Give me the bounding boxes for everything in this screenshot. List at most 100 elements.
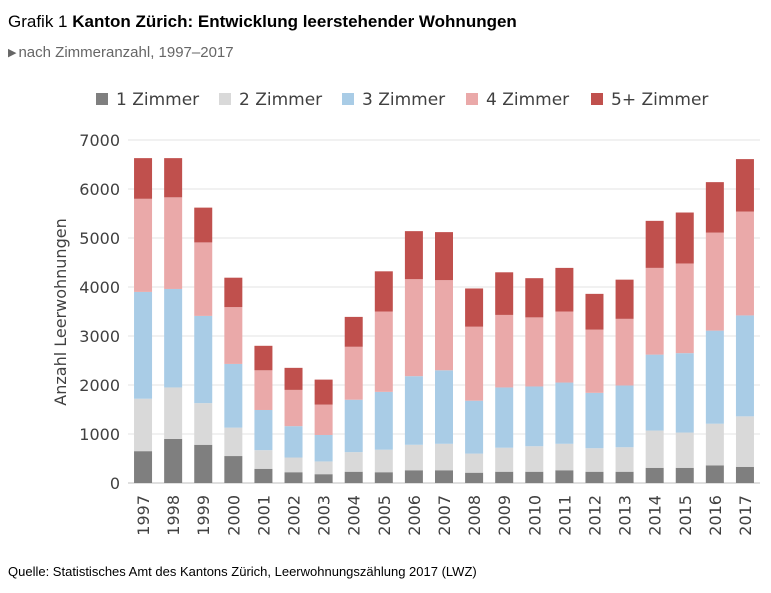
- bar-segment: [164, 288, 183, 388]
- bar-segment: [374, 311, 393, 392]
- bar-segment: [585, 329, 604, 393]
- bar-segment: [284, 426, 303, 458]
- bar-segment: [555, 382, 574, 444]
- bar-segment: [404, 444, 423, 471]
- bar-segment: [465, 288, 484, 327]
- bar-segment: [585, 471, 604, 483]
- bar-segment: [735, 416, 754, 467]
- bar-segment: [194, 403, 213, 445]
- legend: 1 Zimmer 2 Zimmer 3 Zimmer 4 Zimmer 5+ Zimme…: [96, 90, 708, 110]
- chart-subtitle: ▶ nach Zimmeranzahl, 1997–2017: [8, 44, 234, 61]
- bar-segment: [675, 432, 694, 468]
- bar-segment: [435, 370, 453, 444]
- chart-title: Grafik 1 Kanton Zürich: Entwicklung leer…: [8, 12, 517, 32]
- legend-label: 4 Zimmer: [486, 90, 569, 110]
- subtitle-text: nach Zimmeranzahl, 1997–2017: [18, 44, 234, 61]
- bar-segment: [465, 472, 484, 483]
- bar-segment: [194, 444, 213, 483]
- y-axis-ticks: 0 1000 2000 3000 4000 5000 6000 7000: [79, 131, 120, 493]
- bar-segment: [555, 470, 574, 483]
- bar-segment: [495, 471, 514, 483]
- bar-segment: [314, 379, 333, 405]
- bar-segment: [224, 427, 243, 457]
- bar-segment: [585, 392, 604, 449]
- bar-segment: [465, 453, 484, 473]
- bar-segment: [555, 267, 574, 312]
- bar-segment: [615, 385, 634, 448]
- bar-segment: [254, 409, 273, 451]
- bar-segment: [555, 311, 574, 383]
- bar-segment: [675, 353, 694, 433]
- bar-segment: [254, 345, 273, 371]
- bar-segment: [705, 465, 724, 483]
- bar-segment: [404, 231, 423, 280]
- y-axis-label: Anzahl Leerwohnungen: [51, 218, 70, 405]
- x-axis-ticks: 1997 1998 1999 2000 2001 2002 2003 2004 2005 2006…: [134, 495, 755, 536]
- bar-segment: [705, 232, 724, 331]
- bar-segment: [314, 434, 333, 462]
- bar-segment: [645, 430, 664, 468]
- y-tick-label: 2000: [79, 376, 120, 395]
- bar-segment: [735, 466, 754, 483]
- bar-segment: [344, 452, 363, 472]
- x-tick-label: 2002: [285, 495, 304, 536]
- bar-segment: [705, 330, 724, 424]
- bar-segment: [134, 291, 153, 399]
- bar-segment: [404, 376, 423, 445]
- triangle-right-icon: ▶: [8, 47, 17, 59]
- bar-segment: [344, 346, 363, 400]
- x-tick-label: 2003: [315, 495, 334, 536]
- bar-segment: [585, 448, 604, 472]
- bar-segment: [224, 307, 243, 364]
- bar-segment: [254, 450, 273, 469]
- x-tick-label: 2000: [224, 495, 243, 536]
- bar-segment: [495, 447, 514, 472]
- bar-segment: [645, 354, 664, 431]
- x-tick-label: 1998: [164, 495, 183, 536]
- x-tick-label: 2012: [585, 495, 604, 536]
- source-note: Quelle: Statistisches Amt des Kantons Zü…: [8, 564, 477, 579]
- y-tick-label: 7000: [79, 131, 120, 150]
- bar-segment: [134, 398, 153, 452]
- bar-segment: [435, 443, 453, 471]
- bar-segment: [735, 159, 754, 212]
- x-tick-label: 2014: [646, 495, 665, 536]
- x-tick-label: 2013: [616, 495, 635, 536]
- bar-segment: [194, 315, 213, 404]
- bar-segment: [284, 457, 303, 473]
- bar-segment: [675, 212, 694, 264]
- legend-swatch: [342, 93, 354, 105]
- bar-segment: [374, 391, 393, 450]
- bar-segment: [284, 367, 303, 390]
- bar-segment: [495, 314, 514, 388]
- bar-segment: [645, 467, 664, 483]
- bar-segment: [735, 211, 754, 316]
- bar-segment: [735, 315, 754, 417]
- x-tick-label: 1999: [194, 495, 213, 536]
- bar-segment: [705, 423, 724, 466]
- x-tick-label: 2005: [375, 495, 394, 536]
- x-tick-label: 2004: [345, 495, 364, 536]
- bar-segment: [495, 387, 514, 448]
- x-tick-label: 2006: [405, 495, 424, 536]
- bar-segment: [525, 317, 544, 387]
- bar-segment: [615, 318, 634, 386]
- bar-segment: [284, 472, 303, 483]
- bar-segment: [705, 182, 724, 233]
- bar-segment: [585, 293, 604, 330]
- y-tick-label: 5000: [79, 229, 120, 248]
- bar-segment: [525, 446, 544, 472]
- legend-label: 5+ Zimmer: [611, 90, 708, 110]
- bar-segment: [615, 279, 634, 319]
- bar-segment: [374, 271, 393, 312]
- bar-segment: [284, 389, 303, 427]
- bar-segment: [525, 386, 544, 447]
- legend-swatch: [219, 93, 231, 105]
- legend-swatch: [96, 93, 108, 105]
- bar-segment: [194, 242, 213, 316]
- bar-segment: [164, 158, 183, 198]
- legend-label: 3 Zimmer: [362, 90, 445, 110]
- bar-segment: [435, 280, 453, 371]
- bar-segment: [404, 279, 423, 377]
- bar-segment: [314, 474, 333, 483]
